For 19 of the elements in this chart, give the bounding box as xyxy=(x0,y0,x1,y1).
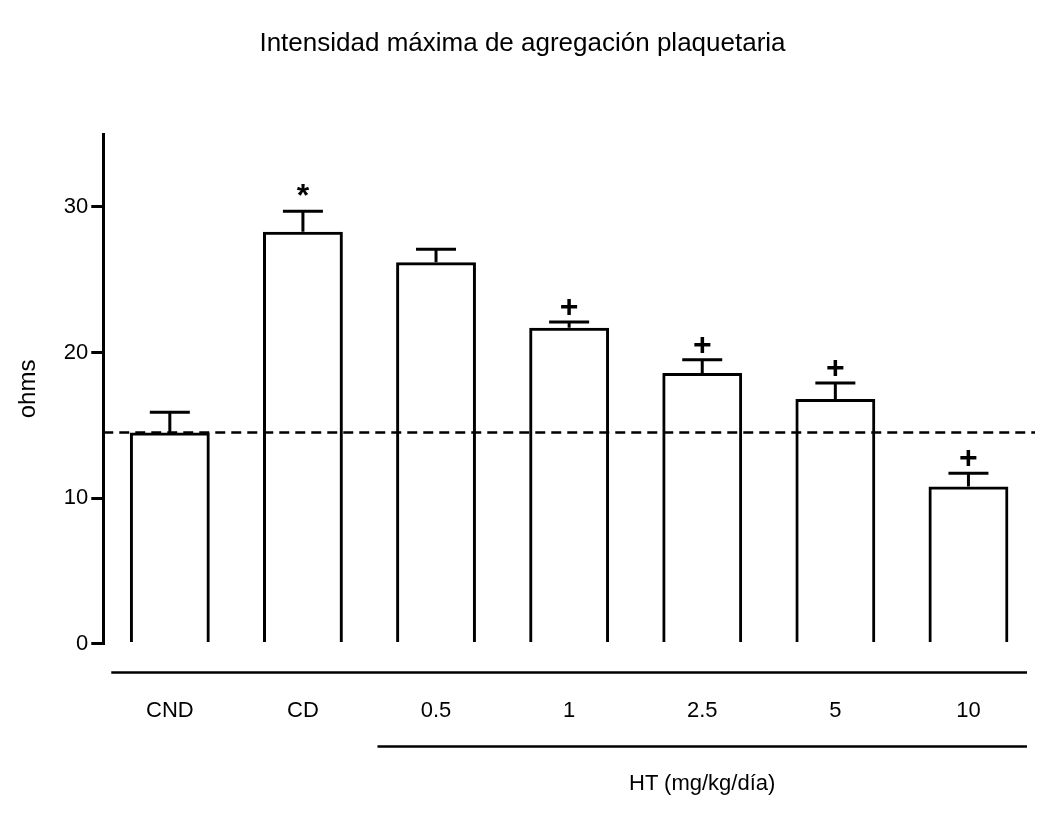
annotation: + xyxy=(559,287,579,324)
y-tick-label: 30 xyxy=(63,193,89,219)
x-axis-title: HT (mg/kg/día) xyxy=(629,769,776,795)
y-axis-title: ohms xyxy=(13,359,41,419)
annotation: + xyxy=(692,325,712,362)
x-tick-label: 1 xyxy=(563,696,576,722)
x-tick-label: CND xyxy=(145,696,194,722)
y-tick-label: 10 xyxy=(63,484,89,510)
x-tick-label: CD xyxy=(287,696,319,722)
annotation: * xyxy=(296,177,310,214)
annotation: + xyxy=(826,348,845,385)
annotation: + xyxy=(959,439,978,476)
x-tick-label: 5 xyxy=(829,696,842,722)
x-tick-label: 2.5 xyxy=(686,696,718,722)
y-tick-label: 0 xyxy=(76,629,89,655)
x-tick-label: 10 xyxy=(956,696,981,722)
chart-title: Intensidad máxima de agregación plaquetaria xyxy=(259,26,787,57)
y-tick-label: 20 xyxy=(63,338,89,364)
x-tick-label: 0.5 xyxy=(420,696,452,722)
